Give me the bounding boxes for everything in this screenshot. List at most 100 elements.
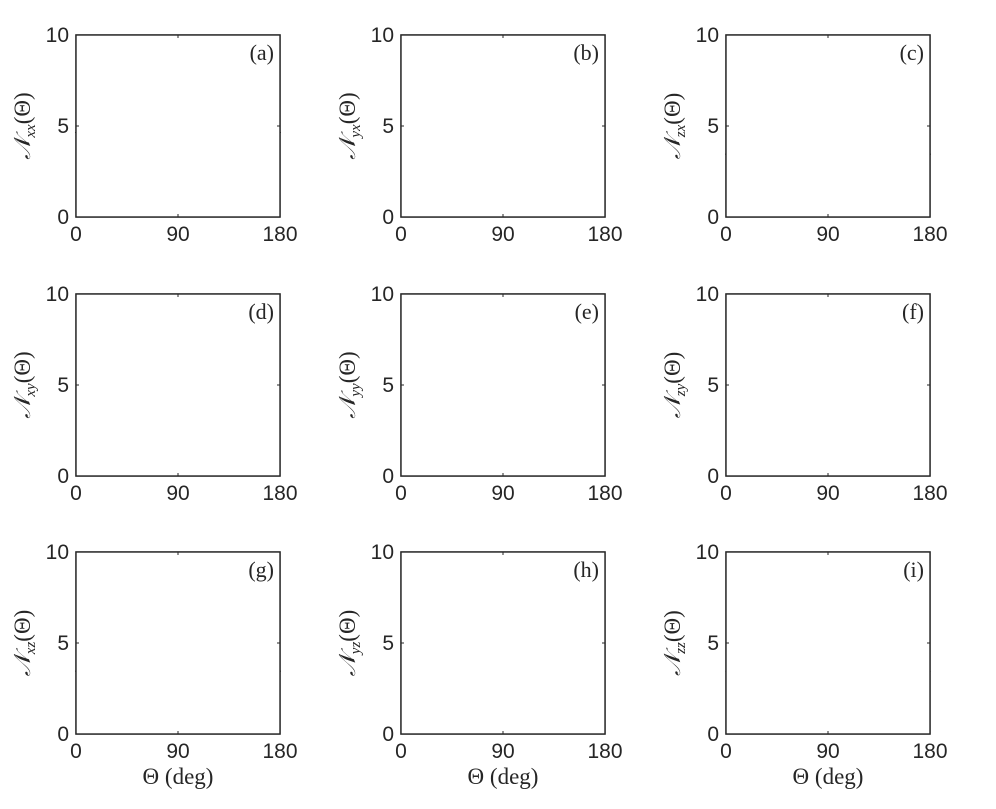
- panel-e: 0 90 180 0 5 10 (e) 𝒩yy(Θ): [335, 283, 623, 505]
- y-tick-label: 0: [382, 723, 394, 746]
- x-tick-label: 90: [166, 740, 189, 763]
- panel-c: 0 90 180 0 5 10 (c) 𝒩zx(Θ): [660, 24, 948, 246]
- y-label-subscript: zy: [673, 383, 689, 397]
- x-tick-label: 0: [70, 482, 82, 505]
- y-tick-label: 10: [371, 541, 394, 564]
- y-tick-label: 10: [46, 24, 69, 47]
- y-label-argument: (Θ): [335, 92, 360, 124]
- x-tick-label: 90: [166, 482, 189, 505]
- y-axis-label: 𝒩zy(Θ): [660, 352, 689, 418]
- x-tick-label: 0: [395, 740, 407, 763]
- y-label-subscript: xy: [23, 383, 39, 398]
- y-label-argument: (Θ): [660, 93, 685, 125]
- x-tick-label: 90: [816, 740, 839, 763]
- axes-frame: [725, 34, 931, 218]
- x-tick-label: 90: [491, 482, 514, 505]
- y-label-argument: (Θ): [10, 351, 35, 383]
- y-tick-label: 5: [382, 115, 394, 138]
- x-tick-label: 90: [816, 482, 839, 505]
- panel-i: 0 90 180 0 5 10 (i) 𝒩zz(Θ) Θ (deg): [660, 541, 948, 789]
- y-tick-label: 0: [57, 465, 69, 488]
- axes-frame: [400, 34, 606, 218]
- y-tick-label: 10: [696, 541, 719, 564]
- y-axis-label: 𝒩zx(Θ): [660, 93, 689, 159]
- panel-label: (a): [250, 40, 274, 65]
- x-tick-label: 0: [395, 482, 407, 505]
- panel-g: 0 90 180 0 5 10 (g) 𝒩xz(Θ) Θ (deg): [10, 541, 298, 789]
- x-tick-label: 0: [720, 223, 732, 246]
- panel-label: (b): [573, 40, 599, 65]
- x-tick-label: 0: [70, 223, 82, 246]
- panel-b: 0 90 180 0 5 10 (b) 𝒩yx(Θ): [335, 24, 623, 246]
- y-tick-label: 10: [46, 283, 69, 306]
- panel-h: 0 90 180 0 5 10 (h) 𝒩yz(Θ) Θ (deg): [335, 541, 623, 789]
- y-axis-label: 𝒩zz(Θ): [660, 610, 689, 676]
- y-label-subscript: yx: [348, 124, 364, 140]
- x-tick-label: 180: [912, 223, 947, 246]
- x-tick-label: 180: [587, 740, 622, 763]
- x-tick-label: 180: [912, 740, 947, 763]
- x-tick-label: 90: [491, 223, 514, 246]
- y-axis-label: 𝒩yy(Θ): [335, 351, 364, 418]
- x-tick-label: 90: [166, 223, 189, 246]
- y-tick-label: 0: [707, 465, 719, 488]
- y-label-argument: (Θ): [335, 610, 360, 642]
- y-label-subscript: yy: [348, 383, 364, 399]
- y-tick-label: 0: [382, 465, 394, 488]
- panel-label: (g): [248, 557, 274, 582]
- x-tick-label: 180: [587, 223, 622, 246]
- x-tick-label: 180: [262, 740, 297, 763]
- axes-frame: [75, 551, 281, 735]
- y-label-argument: (Θ): [660, 610, 685, 642]
- x-tick-label: 180: [587, 482, 622, 505]
- x-tick-label: 90: [816, 223, 839, 246]
- y-tick-label: 5: [707, 374, 719, 397]
- axes-frame: [725, 551, 931, 735]
- y-axis-label: 𝒩yz(Θ): [335, 610, 364, 676]
- y-tick-label: 10: [696, 283, 719, 306]
- y-axis-label: 𝒩yx(Θ): [335, 92, 364, 159]
- y-tick-label: 5: [57, 115, 69, 138]
- y-tick-label: 5: [57, 374, 69, 397]
- panel-label: (f): [902, 299, 924, 324]
- y-tick-label: 0: [707, 723, 719, 746]
- axes-frame: [400, 551, 606, 735]
- y-tick-label: 10: [46, 541, 69, 564]
- panel-label: (h): [573, 557, 599, 582]
- y-label-argument: (Θ): [10, 92, 35, 124]
- y-tick-label: 0: [382, 206, 394, 229]
- x-tick-label: 0: [70, 740, 82, 763]
- x-axis-label: Θ (deg): [143, 764, 214, 789]
- x-tick-label: 180: [262, 223, 297, 246]
- y-tick-label: 10: [371, 24, 394, 47]
- y-label-argument: (Θ): [10, 610, 35, 642]
- panel-label: (c): [900, 40, 924, 65]
- y-tick-label: 10: [696, 24, 719, 47]
- axes-frame: [400, 293, 606, 477]
- y-axis-label: 𝒩xz(Θ): [10, 610, 39, 676]
- y-tick-label: 0: [57, 206, 69, 229]
- panel-label: (d): [248, 299, 274, 324]
- x-axis-label: Θ (deg): [793, 764, 864, 789]
- y-label-subscript: xx: [23, 124, 39, 139]
- panel-a: 0 90 180 0 5 10 (a) 𝒩xx(Θ): [10, 24, 298, 246]
- y-label-subscript: xz: [23, 642, 39, 656]
- x-tick-label: 0: [395, 223, 407, 246]
- x-tick-label: 0: [720, 482, 732, 505]
- y-tick-label: 5: [57, 632, 69, 655]
- x-axis-label: Θ (deg): [468, 764, 539, 789]
- axes-frame: [725, 293, 931, 477]
- x-tick-label: 0: [720, 740, 732, 763]
- x-tick-label: 90: [491, 740, 514, 763]
- panel-f: 0 90 180 0 5 10 (f) 𝒩zy(Θ): [660, 283, 948, 505]
- y-label-argument: (Θ): [660, 352, 685, 384]
- y-tick-label: 5: [707, 632, 719, 655]
- y-label-argument: (Θ): [335, 351, 360, 383]
- y-axis-label: 𝒩xx(Θ): [10, 92, 39, 159]
- y-tick-label: 5: [382, 632, 394, 655]
- x-tick-label: 180: [262, 482, 297, 505]
- y-label-subscript: zx: [673, 124, 689, 138]
- panel-label: (i): [903, 557, 924, 582]
- y-label-subscript: zz: [673, 642, 689, 655]
- panel-d: 0 90 180 0 5 10 (d) 𝒩xy(Θ): [10, 283, 298, 505]
